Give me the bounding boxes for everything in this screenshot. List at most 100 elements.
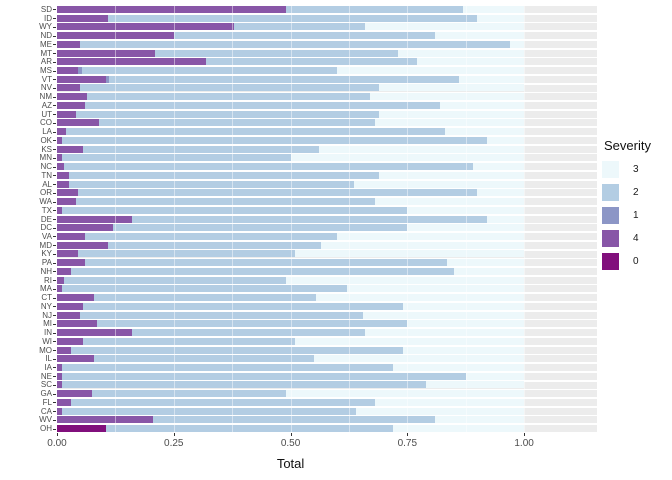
horizontal-gridline (57, 353, 597, 356)
vertical-gridline (232, 5, 234, 433)
x-axis-tick (290, 433, 292, 436)
bar-segment-severity-4 (57, 398, 71, 406)
bar-row-MN (57, 154, 597, 162)
bar-segment-severity-3 (402, 302, 525, 310)
bar-segment-severity-2 (61, 363, 394, 371)
bar-segment-severity-2 (173, 32, 436, 40)
bar-row-WY (57, 23, 597, 31)
bar-segment-severity-3 (458, 75, 525, 83)
bar-row-CA (57, 407, 597, 415)
bar-segment-severity-4 (57, 267, 71, 275)
legend-entry-severity-3: 3 (602, 161, 672, 178)
horizontal-gridline (57, 100, 597, 103)
y-axis-tick (53, 44, 56, 46)
bar-row-IL (57, 355, 597, 363)
horizontal-gridline (57, 318, 597, 321)
y-axis-label-WI: WI (42, 336, 52, 346)
bar-segment-severity-2 (85, 259, 448, 267)
horizontal-gridline (57, 30, 597, 33)
x-axis-title: Total (276, 456, 305, 471)
bar-segment-severity-2 (82, 337, 296, 345)
vertical-gridline (524, 5, 526, 433)
y-axis-label-UT: UT (41, 109, 52, 119)
horizontal-gridline (57, 39, 597, 41)
horizontal-gridline (57, 109, 597, 111)
bar-row-FL (57, 398, 597, 406)
bar-segment-severity-3 (393, 425, 525, 433)
y-axis-label-NC: NC (40, 162, 52, 172)
bar-row-DC (57, 224, 597, 232)
legend-title: Severity (604, 138, 651, 153)
bar-segment-severity-2 (99, 119, 375, 127)
y-axis-tick (53, 288, 56, 290)
horizontal-gridline (57, 266, 597, 268)
bar-segment-severity-2 (82, 145, 319, 153)
bar-segment-severity-2 (108, 75, 459, 83)
horizontal-gridline (57, 432, 597, 434)
bar-row-IA (57, 363, 597, 371)
bar-segment-severity-3 (454, 267, 525, 275)
y-axis-label-IL: IL (45, 354, 52, 364)
y-axis-label-MT: MT (40, 48, 52, 58)
y-axis-tick (53, 236, 56, 238)
bar-row-LA (57, 128, 597, 136)
legend: Severity 3 2 1 4 0 (602, 138, 672, 276)
y-axis-label-AR: AR (40, 57, 52, 67)
y-axis-tick (53, 280, 56, 282)
y-axis-tick (53, 26, 56, 28)
bar-segment-severity-2 (61, 372, 466, 380)
horizontal-gridline (57, 4, 597, 6)
horizontal-gridline (57, 222, 597, 225)
y-axis-label-WV: WV (39, 415, 52, 425)
horizontal-gridline (57, 117, 597, 120)
bar-segment-severity-4 (57, 93, 88, 101)
horizontal-gridline (57, 283, 597, 286)
y-axis-label-IA: IA (44, 362, 52, 372)
bar-row-RI (57, 276, 597, 284)
bar-segment-severity-3 (435, 416, 525, 424)
y-axis-label-OK: OK (40, 135, 52, 145)
legend-entry-severity-2: 2 (602, 184, 672, 201)
bar-segment-severity-2 (81, 67, 338, 74)
bar-segment-severity-4 (57, 407, 62, 415)
bar-segment-severity-4 (57, 381, 62, 389)
horizontal-gridline (57, 74, 597, 76)
y-axis-tick (53, 262, 56, 264)
y-axis-tick (53, 9, 56, 11)
bar-segment-severity-3 (477, 14, 525, 22)
bar-segment-severity-3 (346, 285, 525, 293)
x-axis-tick (173, 433, 175, 436)
bar-segment-severity-4 (57, 110, 76, 118)
y-axis-label-KY: KY (41, 249, 52, 259)
legend-swatch-severity-0 (602, 253, 619, 270)
bar-segment-severity-3 (362, 311, 525, 319)
bar-segment-severity-4 (57, 119, 100, 127)
bar-segment-severity-2 (94, 294, 317, 302)
y-axis-label-WA: WA (39, 197, 52, 207)
y-axis-tick (53, 376, 56, 378)
y-axis-label-WY: WY (39, 22, 52, 32)
y-axis-label-MI: MI (43, 319, 52, 329)
horizontal-gridline (57, 292, 597, 295)
y-axis-tick (53, 192, 56, 194)
horizontal-gridline (57, 388, 597, 391)
bar-segment-severity-4 (57, 250, 79, 258)
bar-segment-severity-4 (57, 84, 81, 92)
bar-row-PA (57, 259, 597, 267)
vertical-gridline (173, 5, 175, 433)
y-axis-tick (53, 411, 56, 413)
bar-row-MO (57, 346, 597, 354)
horizontal-gridline (57, 187, 597, 190)
horizontal-gridline (57, 379, 597, 382)
horizontal-gridline (57, 196, 597, 199)
horizontal-gridline (57, 397, 597, 399)
y-axis-tick (53, 428, 56, 430)
bar-segment-severity-3 (416, 58, 525, 66)
y-axis-tick (53, 350, 56, 352)
bar-segment-severity-4 (57, 154, 62, 162)
bar-row-TN (57, 171, 597, 179)
bar-segment-severity-2 (87, 93, 370, 101)
bar-segment-severity-2 (61, 407, 356, 415)
y-axis-tick (53, 79, 56, 81)
bar-segment-severity-4 (57, 198, 76, 206)
